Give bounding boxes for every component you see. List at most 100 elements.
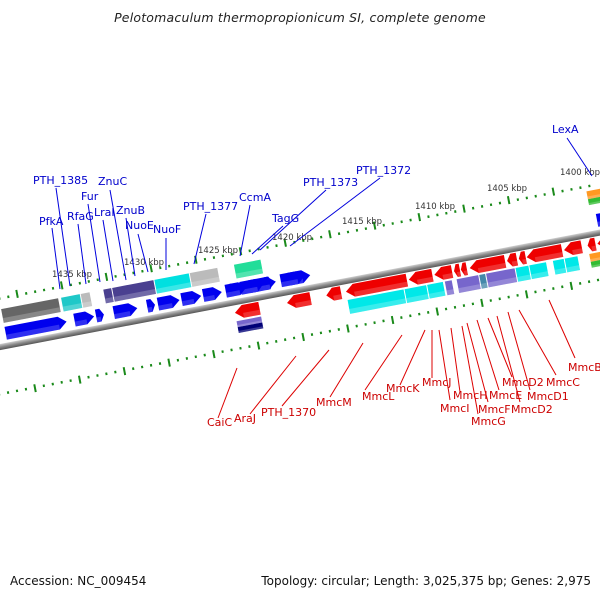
forward-gene — [287, 271, 305, 286]
minor-tick — [275, 244, 278, 248]
cog-box-shade — [566, 265, 581, 273]
leader-line — [87, 203, 101, 283]
minor-tick — [87, 375, 90, 379]
minor-tick — [409, 218, 412, 222]
minor-tick — [7, 295, 10, 299]
cog-box-shade — [458, 284, 481, 294]
minor-tick — [185, 261, 189, 265]
forward-gene — [201, 287, 222, 302]
minor-tick — [248, 345, 251, 348]
forward-gene — [73, 311, 95, 327]
leader-line — [450, 327, 461, 393]
gene-label: AraJ — [234, 412, 256, 425]
major-tick — [462, 204, 466, 213]
minor-tick — [266, 245, 269, 249]
cog-box — [154, 273, 192, 294]
cog-box-shade — [62, 303, 83, 312]
cog-box — [103, 288, 114, 304]
minor-tick — [310, 333, 314, 337]
cog-box — [404, 285, 429, 303]
minor-tick — [525, 196, 528, 200]
cog-box-shade — [191, 276, 220, 287]
major-tick — [524, 290, 529, 299]
cog-box-shade — [349, 298, 407, 314]
forward-gene — [112, 303, 138, 319]
minor-tick — [176, 358, 180, 362]
minor-tick — [364, 227, 368, 231]
minor-tick — [570, 187, 573, 191]
gene-label: NuoF — [153, 223, 181, 236]
forward-gene-shade — [5, 324, 60, 340]
cog-box — [233, 259, 264, 279]
cog-box — [515, 265, 531, 282]
reverse-gene — [345, 273, 409, 297]
reverse-gene-shade — [295, 299, 312, 308]
minor-tick — [24, 291, 28, 295]
gene-label: MmcD2 — [502, 376, 544, 389]
gene-label: MmcE — [489, 389, 522, 402]
major-tick — [212, 349, 216, 359]
minor-tick — [373, 321, 376, 325]
minor-tick — [114, 370, 117, 374]
cog-box — [590, 256, 600, 268]
minor-tick — [33, 290, 37, 294]
gene-label: MmcI — [440, 402, 470, 415]
minor-tick — [453, 305, 457, 309]
minor-tick — [516, 198, 520, 202]
minor-tick — [0, 297, 1, 300]
leader-line — [399, 329, 426, 386]
major-tick — [301, 332, 305, 342]
reverse-gene-shade — [442, 273, 454, 280]
scale-label: 1410 kbp — [415, 202, 455, 212]
major-tick — [372, 221, 377, 230]
minor-tick — [355, 324, 358, 328]
cog-box-shade — [237, 320, 263, 328]
cog-box-shade — [428, 290, 446, 299]
reverse-gene — [518, 251, 527, 265]
minor-tick — [471, 302, 475, 306]
minor-tick — [194, 355, 197, 359]
gene-label: Fur — [81, 190, 99, 203]
forward-gene-shade — [158, 303, 173, 311]
minor-tick — [283, 338, 287, 342]
gene-label: CaiC — [207, 416, 232, 429]
scale-label: 1425 kbp — [198, 246, 238, 256]
leader-line — [461, 325, 479, 415]
minor-tick — [78, 281, 82, 285]
reverse-gene — [564, 240, 583, 256]
gene-label: MmcC — [546, 376, 580, 389]
major-tick — [77, 375, 82, 384]
cog-box-shade — [113, 289, 156, 302]
minor-tick — [436, 213, 439, 217]
minor-tick — [311, 237, 314, 241]
forward-gene-shade — [597, 220, 600, 227]
genome-backbone — [0, 224, 600, 354]
cog-box-shade — [530, 271, 549, 280]
reverse-gene — [597, 234, 600, 249]
gene-label: NuoE — [125, 219, 154, 232]
cog-box — [586, 187, 600, 200]
forward-gene — [4, 316, 67, 340]
gene-label: CcmA — [239, 191, 271, 204]
cog-box — [552, 258, 567, 275]
scale-label: 1415 kbp — [342, 217, 382, 227]
minor-tick — [561, 189, 564, 193]
cog-box-shade — [238, 326, 264, 334]
forward-gene — [145, 299, 156, 313]
accession-text: Accession: NC_009454 — [10, 574, 147, 588]
major-tick — [149, 264, 153, 273]
leader-line — [438, 329, 451, 401]
cog-box-shade — [2, 307, 61, 323]
minor-tick — [400, 316, 403, 319]
minor-tick — [131, 367, 135, 371]
gene-label: PTH_1385 — [33, 174, 88, 187]
scale-label: 1420 kbp — [272, 233, 312, 243]
minor-tick — [42, 384, 46, 388]
gene-label: MmcD2 — [511, 403, 553, 416]
reverse-gene-shade — [354, 281, 409, 297]
cog-box — [589, 249, 600, 262]
minor-tick — [185, 357, 189, 360]
major-tick — [104, 272, 109, 281]
minor-tick — [462, 304, 466, 308]
